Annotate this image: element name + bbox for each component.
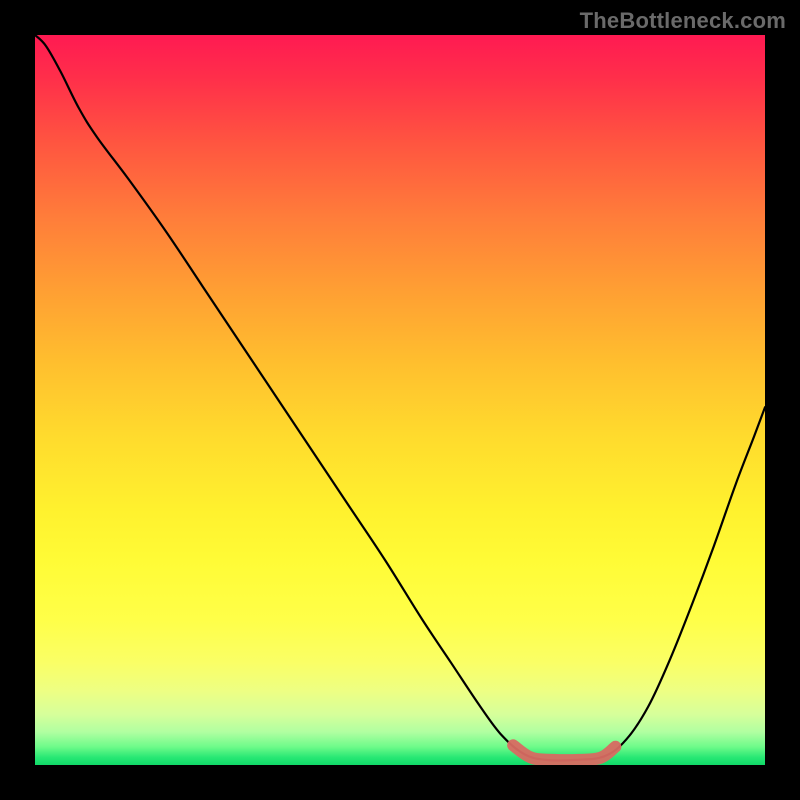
bottom-segment-path	[513, 745, 615, 760]
plot-area	[35, 35, 765, 765]
curve-svg	[35, 35, 765, 765]
watermark-text: TheBottleneck.com	[580, 8, 786, 34]
chart-container: TheBottleneck.com	[0, 0, 800, 800]
bottleneck-curve	[35, 35, 765, 761]
